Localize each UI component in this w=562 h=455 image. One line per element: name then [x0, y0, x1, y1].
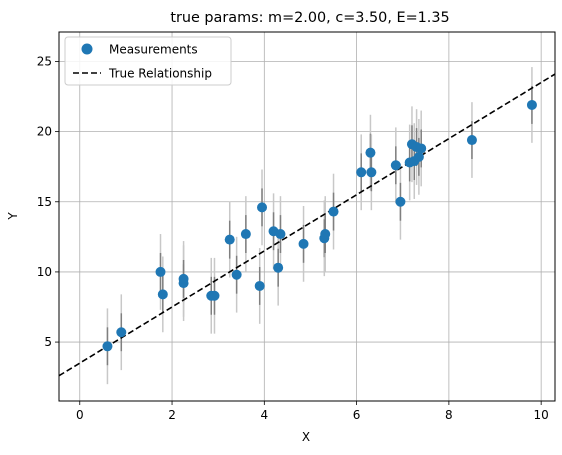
legend: Measurements True Relationship — [64, 36, 232, 86]
measurement-point — [224, 234, 235, 245]
legend-label-measurements: Measurements — [109, 43, 198, 57]
measurement-point — [365, 147, 376, 158]
measurement-point — [466, 135, 477, 146]
y-tick-label: 25 — [37, 54, 52, 68]
measurement-point — [155, 266, 166, 277]
true-relationship-line — [58, 73, 556, 377]
measurement-point — [416, 143, 427, 154]
legend-marker-measurements — [81, 43, 93, 55]
y-tick-label: 10 — [37, 265, 52, 279]
measurement-point — [366, 167, 377, 178]
measurement-point — [320, 229, 331, 240]
measurement-point — [395, 196, 406, 207]
axis-ticks: 0 2 4 6 8 10 5 10 15 20 25 — [37, 54, 549, 422]
measurement-point — [178, 273, 189, 284]
measurement-point — [231, 269, 242, 280]
measurement-point — [209, 290, 220, 301]
x-tick-label: 4 — [261, 408, 269, 422]
true-relationship-line-group — [58, 73, 556, 377]
y-tick-label: 20 — [37, 125, 52, 139]
legend-label-true-relationship: True Relationship — [108, 67, 212, 81]
y-axis-label: Y — [6, 212, 20, 221]
measurement-point — [356, 167, 367, 178]
x-tick-label: 6 — [353, 408, 361, 422]
x-tick-label: 0 — [76, 408, 84, 422]
measurement-point — [413, 151, 424, 162]
measurement-point — [257, 202, 268, 213]
legend-box — [64, 36, 232, 86]
measurement-point — [273, 262, 284, 273]
measurement-points — [102, 99, 537, 352]
plot-area — [58, 31, 556, 402]
chart-title: true params: m=2.00, c=3.50, E=1.35 — [170, 10, 449, 26]
measurement-point — [116, 327, 127, 338]
x-axis-label: X — [302, 430, 310, 444]
measurement-point — [298, 238, 309, 249]
y-tick-label: 15 — [37, 195, 52, 209]
measurement-point — [328, 206, 339, 217]
measurement-point — [240, 229, 251, 240]
y-tick-label: 5 — [44, 335, 52, 349]
measurement-point — [390, 160, 401, 171]
x-tick-label: 8 — [445, 408, 453, 422]
x-tick-label: 2 — [168, 408, 176, 422]
measurement-point — [275, 229, 286, 240]
measurement-point — [526, 99, 537, 110]
x-tick-label: 10 — [534, 408, 549, 422]
axes-frame — [58, 31, 556, 402]
measurement-point — [157, 289, 168, 300]
measurement-point — [102, 341, 113, 352]
measurement-point — [254, 280, 265, 291]
axes-background — [59, 32, 555, 401]
